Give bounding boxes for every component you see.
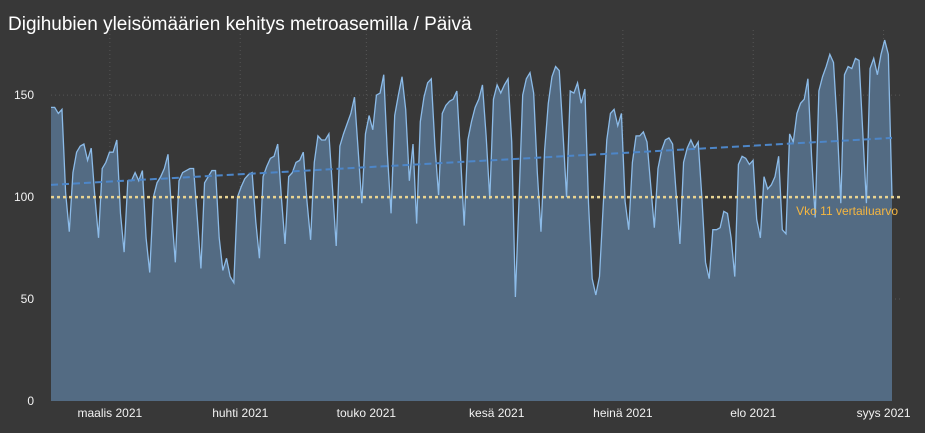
y-tick-label: 150: [14, 88, 34, 102]
y-axis-ticks: 0 50 100 150: [14, 88, 34, 408]
trend-layer: [50, 136, 893, 186]
x-tick-label: heinä 2021: [593, 406, 653, 420]
y-tick-label: 100: [14, 190, 34, 204]
chart-title: Digihubien yleisömäärien kehitys metroas…: [8, 14, 472, 35]
x-tick-label: maalis 2021: [78, 406, 143, 420]
trend-line: [50, 136, 893, 186]
y-tick-label: 0: [27, 394, 34, 408]
x-axis-ticks: maalis 2021 huhti 2021 touko 2021 kesä 2021…: [78, 406, 911, 420]
reference-label: Vko 11 vertailuarvo: [796, 204, 898, 218]
x-tick-label: huhti 2021: [212, 406, 268, 420]
x-tick-label: touko 2021: [337, 406, 397, 420]
x-tick-label: elo 2021: [730, 406, 776, 420]
series-area-fill: [51, 40, 892, 401]
reference-layer: Vko 11 vertailuarvo: [51, 195, 902, 218]
x-tick-label: syys 2021: [857, 406, 911, 420]
series-line: [51, 39, 893, 298]
y-tick-label: 50: [21, 292, 35, 306]
series-area: [51, 39, 893, 401]
x-tick-label: kesä 2021: [469, 406, 525, 420]
